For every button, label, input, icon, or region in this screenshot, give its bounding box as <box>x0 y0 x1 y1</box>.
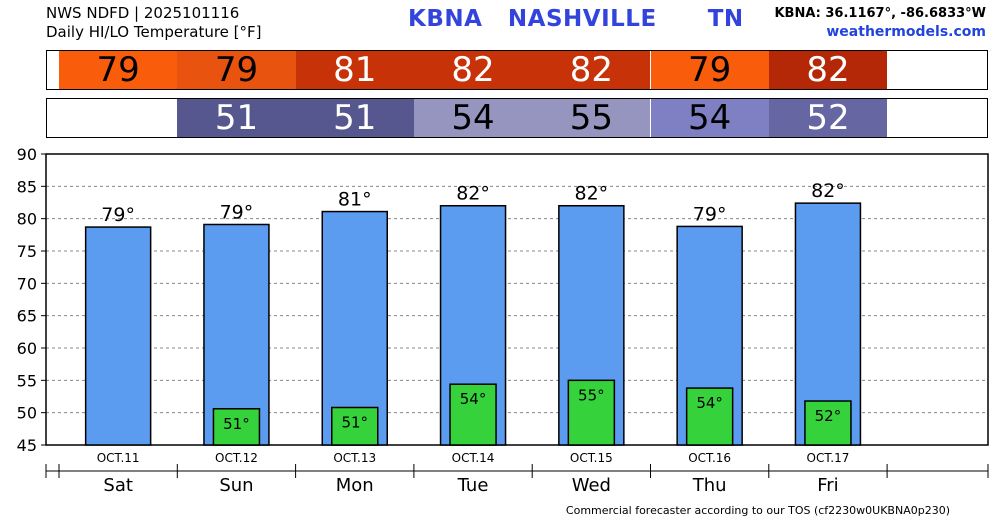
low-temp-cell-fri: 52 <box>768 98 888 138</box>
day-label: Thu <box>692 475 727 496</box>
low-bar-label: 55° <box>578 386 605 404</box>
y-tick-label: 50 <box>17 404 37 423</box>
low-temp-cell-mon: 51 <box>295 98 414 138</box>
low-temp-cell-sat <box>59 99 178 137</box>
day-label: Tue <box>457 475 489 496</box>
day-label: Mon <box>336 475 374 496</box>
variable-title: Daily HI/LO Temperature [°F] <box>46 23 262 41</box>
y-tick-label: 75 <box>17 242 37 261</box>
station-coords: KBNA: 36.1167°, -86.6833°W <box>774 6 986 21</box>
low-bar <box>685 387 734 446</box>
y-tick-label: 85 <box>17 177 37 196</box>
low-bar-label: 54° <box>696 394 723 412</box>
high-bar-label: 79° <box>101 204 135 226</box>
high-bar-label: 82° <box>811 180 845 202</box>
day-label: Fri <box>817 475 838 496</box>
date-label: OCT.16 <box>688 451 731 465</box>
plot-frame <box>45 153 989 446</box>
date-label: OCT.12 <box>215 451 258 465</box>
low-temp-cell-tue: 54 <box>413 98 533 138</box>
product-title: NWS NDFD | 2025101116 <box>46 4 240 22</box>
low-bar <box>449 383 497 446</box>
day-label: Sun <box>219 475 253 496</box>
date-label: OCT.11 <box>97 451 140 465</box>
high-bar-label: 79° <box>693 203 727 225</box>
low-temp-cell-thu: 54 <box>650 98 769 138</box>
high-bar-label: 82° <box>575 183 609 205</box>
high-bar <box>321 210 388 446</box>
date-label: OCT.14 <box>452 451 495 465</box>
high-bar <box>84 226 152 446</box>
high-bar-label: 82° <box>456 183 490 205</box>
high-temp-strip: 79 79 81 82 82 79 82 <box>46 50 988 90</box>
low-temp-strip: 51 51 54 55 54 52 <box>46 98 988 138</box>
y-tick-label: 45 <box>17 436 37 455</box>
date-label: OCT.15 <box>570 451 613 465</box>
low-bar <box>804 400 852 446</box>
header-right: KBNA: 36.1167°, -86.6833°W weathermodels… <box>774 5 986 41</box>
high-temp-cell-wed: 82 <box>532 50 651 90</box>
low-temp-cell-sun: 51 <box>177 98 296 138</box>
y-tick-label: 65 <box>17 307 37 326</box>
low-bar-label: 51° <box>223 415 250 433</box>
date-label: OCT.13 <box>333 451 376 465</box>
day-label: Wed <box>572 475 611 496</box>
low-bar <box>331 406 379 446</box>
high-bar-label: 79° <box>220 201 254 223</box>
y-tick-label: 60 <box>17 339 37 358</box>
high-temp-cell-mon: 81 <box>295 50 414 90</box>
low-temp-cell-wed: 55 <box>532 98 651 138</box>
high-temp-cell-thu: 79 <box>650 50 769 90</box>
low-bar-label: 51° <box>341 413 368 431</box>
high-temp-cell-sat: 79 <box>59 50 178 90</box>
low-bar-label: 52° <box>815 407 842 425</box>
site-link[interactable]: weathermodels.com <box>826 24 986 40</box>
high-bar-label: 81° <box>338 189 372 211</box>
y-tick-label: 80 <box>17 210 37 229</box>
y-tick-label: 90 <box>17 145 37 164</box>
low-bar <box>212 408 261 446</box>
y-tick-label: 70 <box>17 274 37 293</box>
station-title: KBNA NASHVILLE TN <box>408 6 744 32</box>
low-bar <box>567 379 616 446</box>
low-bar-label: 54° <box>460 390 487 408</box>
footer-note: Commercial forecaster according to our T… <box>565 504 950 517</box>
date-label: OCT.17 <box>807 451 850 465</box>
high-temp-cell-tue: 82 <box>413 50 533 90</box>
high-temp-cell-sun: 79 <box>177 50 296 90</box>
high-temp-cell-fri: 82 <box>768 50 888 90</box>
day-label: Sat <box>103 475 133 496</box>
header-left: NWS NDFD | 2025101116 Daily HI/LO Temper… <box>46 4 262 42</box>
y-tick-label: 55 <box>17 371 37 390</box>
